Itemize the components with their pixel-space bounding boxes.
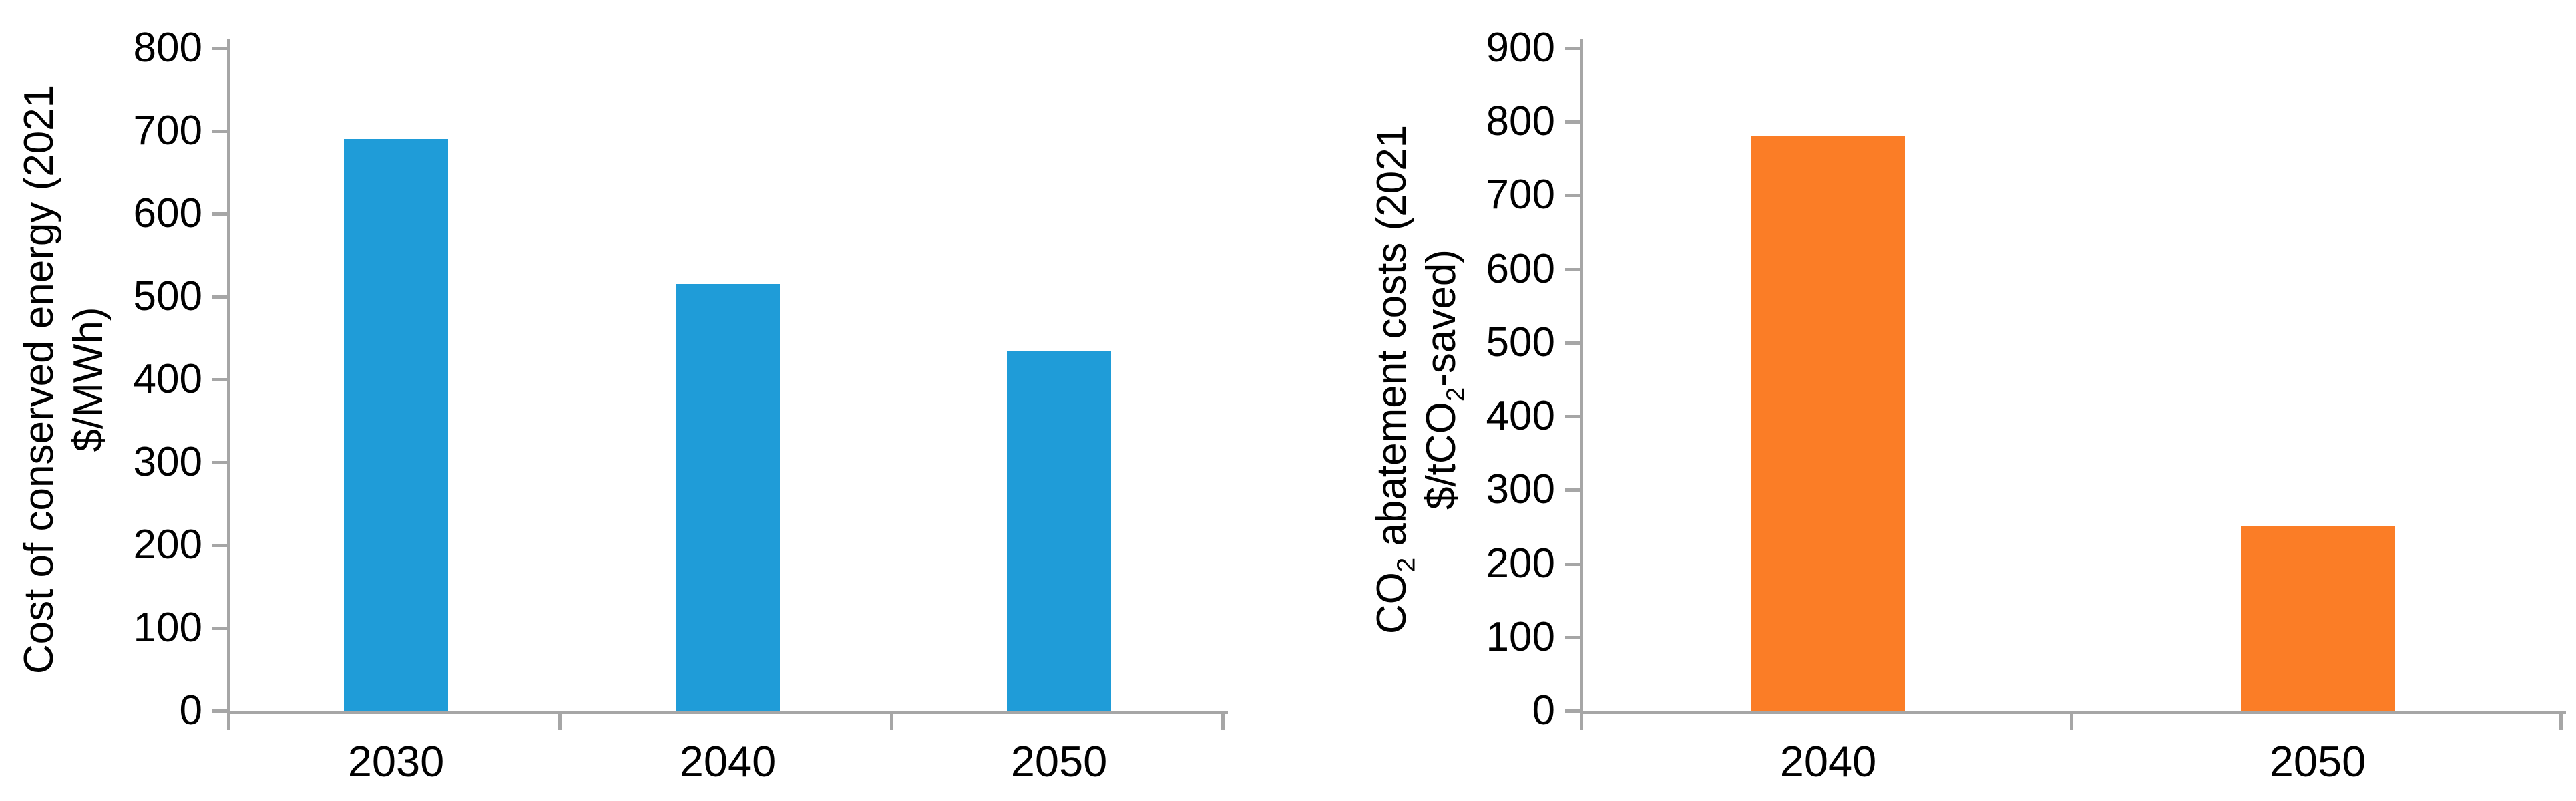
- y-tick: [212, 378, 227, 381]
- y-tick-label: 800: [1486, 98, 1555, 144]
- category-label-2050: 2050: [1010, 737, 1108, 786]
- y-tick: [212, 212, 227, 216]
- y-tick-label: 900: [1486, 25, 1555, 71]
- y-tick: [212, 461, 227, 464]
- y-tick: [212, 627, 227, 630]
- y-tick-label: 100: [1486, 614, 1555, 660]
- y-tick: [212, 130, 227, 133]
- y-tick-label: 400: [133, 356, 202, 402]
- y-tick-label: 100: [133, 605, 202, 651]
- x-tick: [558, 711, 562, 730]
- bar-2050: [1007, 351, 1111, 711]
- y-tick: [1565, 415, 1580, 418]
- y-tick-label: 0: [179, 687, 202, 734]
- y-tick: [1565, 341, 1580, 345]
- y-tick-label: 400: [1486, 393, 1555, 439]
- y-tick: [1565, 563, 1580, 566]
- y-tick-label: 200: [1486, 540, 1555, 587]
- y-tick-label: 300: [1486, 466, 1555, 512]
- y-tick: [212, 295, 227, 299]
- y-tick: [212, 47, 227, 50]
- category-label-2050: 2050: [2269, 737, 2366, 786]
- y-tick-label: 300: [133, 439, 202, 485]
- x-tick: [227, 711, 230, 730]
- bar-2040: [1751, 136, 1905, 711]
- x-tick: [1221, 711, 1225, 730]
- y-tick: [212, 709, 227, 713]
- y-tick: [212, 544, 227, 547]
- x-tick: [890, 711, 893, 730]
- y-tick-label: 800: [133, 25, 202, 71]
- category-label-2040: 2040: [1779, 737, 1877, 786]
- y-tick-label: 600: [133, 190, 202, 236]
- x-tick: [2559, 711, 2563, 730]
- x-tick: [1580, 711, 1583, 730]
- category-label-2040: 2040: [679, 737, 777, 786]
- bar-2040: [676, 284, 780, 711]
- y-tick: [1565, 194, 1580, 197]
- y-tick-label: 0: [1532, 687, 1555, 734]
- x-axis-line: [227, 711, 1228, 714]
- y-tick-label: 500: [133, 273, 202, 319]
- bar-2030: [344, 139, 448, 711]
- plot-area-left: 0 100 200 300 400 500 600 700 800 2030 2040 2050: [133, 25, 1228, 786]
- chart-co2-abatement-costs: CO2 abatement costs (2021 $/tCO2-saved) …: [1288, 0, 2576, 801]
- x-tick: [2070, 711, 2073, 730]
- y-axis-line: [1580, 39, 1583, 714]
- y-tick-label: 700: [133, 108, 202, 154]
- y-tick: [1565, 488, 1580, 492]
- y-tick-label: 700: [1486, 172, 1555, 218]
- y-axis-line: [227, 39, 230, 714]
- category-label-2030: 2030: [347, 737, 445, 786]
- y-tick: [1565, 47, 1580, 50]
- y-tick: [1565, 268, 1580, 271]
- y-tick-label: 600: [1486, 246, 1555, 292]
- bar-2050: [2241, 526, 2395, 711]
- y-tick-label: 500: [1486, 319, 1555, 365]
- y-tick: [1565, 709, 1580, 713]
- y-tick-label: 200: [133, 522, 202, 568]
- y-tick: [1565, 636, 1580, 639]
- y-tick: [1565, 120, 1580, 124]
